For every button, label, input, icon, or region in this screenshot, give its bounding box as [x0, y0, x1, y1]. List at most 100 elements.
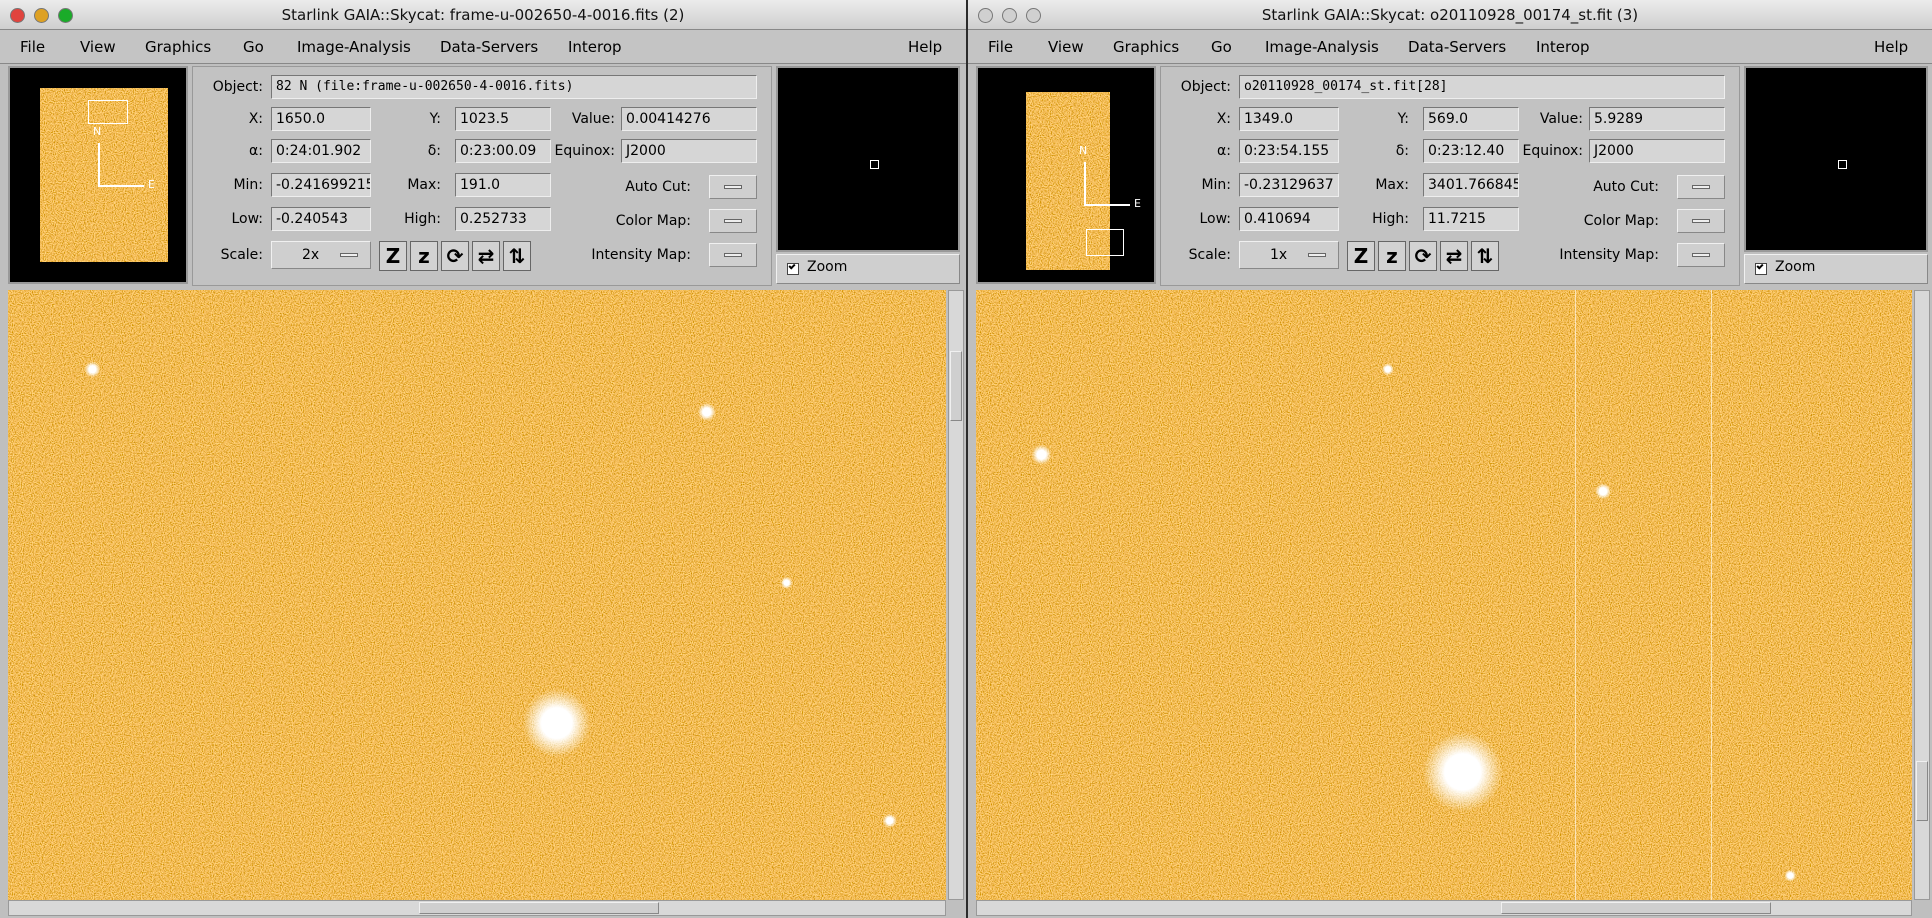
tool-button[interactable]: Z [379, 241, 407, 271]
image-noise [40, 88, 168, 262]
tool-button[interactable]: Z [1347, 241, 1375, 271]
value-field: 5.9289 [1589, 107, 1725, 131]
tool-button[interactable]: ⟳ [441, 241, 469, 271]
thumbnail-image [1026, 92, 1110, 270]
zoom-cursor [1838, 160, 1847, 169]
scroll-thumb[interactable] [950, 351, 962, 421]
view-box [88, 100, 128, 124]
option-menu[interactable] [1677, 243, 1725, 267]
scale-menu[interactable]: 2x [271, 241, 371, 269]
value-field: 0:24:01.902 [271, 139, 371, 163]
menu-item[interactable]: Graphics [145, 38, 212, 56]
field-label: Min: [1201, 177, 1231, 193]
compass-label: E [1134, 197, 1141, 210]
option-menu[interactable] [709, 209, 757, 233]
menu-item[interactable]: Go [1211, 38, 1232, 56]
menu-bar: File View Graphics Go Image-Analysis Data-Ser… [0, 30, 966, 64]
window-button[interactable] [34, 8, 49, 23]
star [1595, 483, 1612, 500]
option-menu[interactable] [1677, 209, 1725, 233]
window-button[interactable] [10, 8, 25, 23]
vertical-scrollbar[interactable] [948, 290, 964, 900]
window-button[interactable] [1026, 8, 1041, 23]
option-indicator [1692, 185, 1710, 189]
zoom-window [776, 66, 960, 252]
menu-item[interactable]: Data-Servers [1408, 38, 1507, 56]
tool-button[interactable]: ⇅ [503, 241, 531, 271]
menu-item[interactable]: Help [908, 38, 943, 56]
zoom-label: Zoom [1775, 259, 1816, 275]
zoom-toggle[interactable]: Zoom [776, 254, 960, 284]
field-label: δ: [1395, 143, 1409, 159]
menu-item[interactable]: Interop [1536, 38, 1590, 56]
horizontal-scrollbar[interactable] [8, 900, 946, 916]
object-field: 82 N (file:frame-u-002650-4-0016.fits) [271, 75, 757, 99]
info-panel: Object: 82 N (file:frame-u-002650-4-0016.… [192, 66, 772, 286]
compass-label: E [148, 178, 155, 191]
value-field: 191.0 [455, 173, 551, 197]
field-label: X: [248, 111, 263, 127]
field-label: Max: [407, 177, 441, 193]
scale-menu[interactable]: 1x [1239, 241, 1339, 269]
menu-item[interactable]: Graphics [1113, 38, 1180, 56]
tool-button[interactable]: z [1378, 241, 1406, 271]
menu-item[interactable]: Data-Servers [440, 38, 539, 56]
zoom-label: Zoom [807, 259, 848, 275]
value-field: 0.00414276 [621, 107, 757, 131]
window-button[interactable] [1002, 8, 1017, 23]
object-field: o20110928_00174_st.fit[28] [1239, 75, 1725, 99]
compass-label: N [1079, 144, 1088, 157]
tool-button[interactable]: ⇄ [1440, 241, 1468, 271]
window-button[interactable] [978, 8, 993, 23]
star [780, 576, 793, 589]
tool-button[interactable]: z [410, 241, 438, 271]
field-label: High: [1372, 211, 1409, 227]
info-panel: Object: o20110928_00174_st.fit[28] X: 1349.… [1160, 66, 1740, 286]
menu-item[interactable]: File [20, 38, 46, 56]
compass-label: N [93, 125, 102, 138]
menu-item[interactable]: File [988, 38, 1014, 56]
menu-item[interactable]: Help [1874, 38, 1909, 56]
compass-north-arrow [98, 143, 100, 187]
menu-item[interactable]: Go [243, 38, 264, 56]
menu-item[interactable]: View [1048, 38, 1084, 56]
vertical-scrollbar[interactable] [1914, 290, 1930, 900]
bad-column [1575, 290, 1577, 900]
image-noise [8, 290, 946, 900]
horizontal-scrollbar[interactable] [976, 900, 1912, 916]
field-label: Equinox: [1522, 143, 1583, 159]
zoom-toggle[interactable]: Zoom [1744, 254, 1928, 284]
star [84, 361, 101, 378]
option-menu[interactable] [709, 175, 757, 199]
option-indicator [724, 185, 742, 189]
control-label: Intensity Map: [1559, 247, 1659, 263]
scroll-thumb[interactable] [419, 902, 659, 914]
menu-item[interactable]: View [80, 38, 116, 56]
star [1422, 731, 1503, 812]
menu-item[interactable]: Interop [568, 38, 622, 56]
option-indicator [1692, 219, 1710, 223]
option-menu[interactable] [1677, 175, 1725, 199]
value-field: -0.240543 [271, 207, 371, 231]
value-field: 0.410694 [1239, 207, 1339, 231]
tool-button[interactable]: ⇄ [472, 241, 500, 271]
scroll-thumb[interactable] [1501, 902, 1771, 914]
title-bar: Starlink GAIA::Skycat: o20110928_00174_s… [968, 0, 1932, 30]
option-indicator [1308, 253, 1326, 257]
tool-button[interactable]: ⟳ [1409, 241, 1437, 271]
window-button[interactable] [58, 8, 73, 23]
scroll-thumb[interactable] [1916, 761, 1928, 821]
tool-button[interactable]: ⇅ [1471, 241, 1499, 271]
value-field: J2000 [1589, 139, 1725, 163]
menu-item[interactable]: Image-Analysis [297, 38, 411, 56]
star [697, 403, 716, 421]
option-menu[interactable] [709, 243, 757, 267]
control-label: Color Map: [1583, 213, 1659, 229]
field-label: Low: [1199, 211, 1231, 227]
menu-item[interactable]: Image-Analysis [1265, 38, 1379, 56]
compass-east-arrow [98, 185, 144, 187]
star [1031, 444, 1052, 465]
value-field: 1349.0 [1239, 107, 1339, 131]
